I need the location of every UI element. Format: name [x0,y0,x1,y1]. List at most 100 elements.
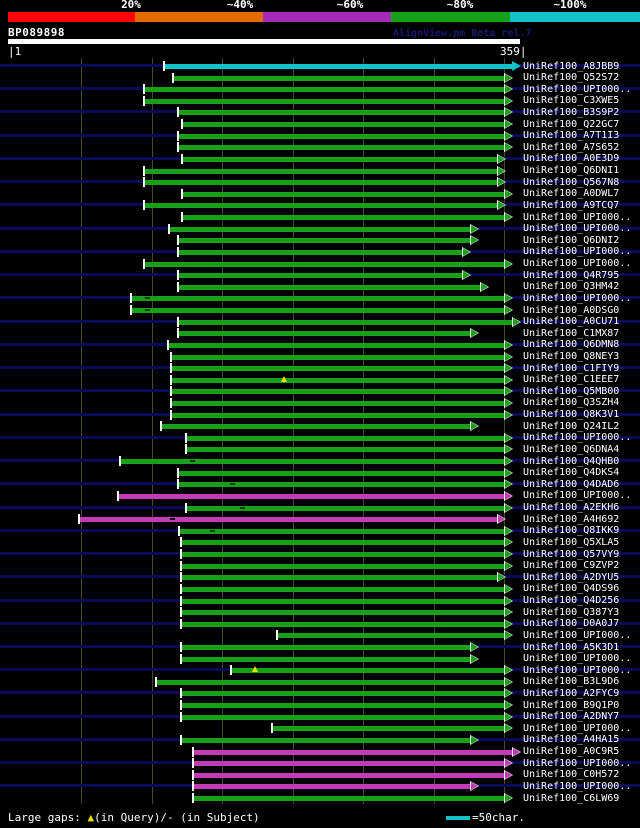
alignment-row[interactable] [0,688,640,699]
alignment-row[interactable] [0,61,640,72]
hit-label[interactable]: UniRef100_Q24IL2 [523,420,620,432]
hit-label[interactable]: UniRef100_UPI000.. [523,780,632,792]
alignment-row[interactable] [0,642,640,653]
hit-bar[interactable] [182,540,504,546]
hit-label[interactable]: UniRef100_Q4DKS4 [523,467,620,479]
alignment-row[interactable] [0,583,640,595]
hit-bar[interactable] [172,366,504,372]
hit-bar[interactable] [172,389,504,395]
hit-bar[interactable] [182,586,504,592]
hit-label[interactable]: UniRef100_Q4DS96 [523,583,620,595]
hit-label[interactable]: UniRef100_Q3SZH4 [523,397,620,409]
hit-label[interactable]: UniRef100_A2DYU5 [523,571,620,583]
hit-bar[interactable] [132,296,504,302]
hit-bar[interactable] [182,714,504,720]
alignment-row[interactable] [0,374,640,386]
hit-bar[interactable] [278,633,504,639]
hit-label[interactable]: UniRef100_Q4QHB0 [523,455,620,467]
hit-bar[interactable] [182,610,504,616]
hit-label[interactable]: UniRef100_Q22GC7 [523,118,620,130]
alignment-row[interactable] [0,746,640,758]
hit-label[interactable]: UniRef100_UPI000.. [523,211,632,223]
alignment-row[interactable] [0,409,640,421]
hit-bar[interactable] [194,796,504,802]
alignment-row[interactable] [0,479,640,490]
hit-label[interactable]: UniRef100_C3XWE5 [523,95,620,107]
hit-bar[interactable] [179,249,462,255]
hit-bar[interactable] [119,493,504,499]
alignment-row[interactable] [0,444,640,455]
hit-bar[interactable] [273,726,504,732]
alignment-row[interactable] [0,397,640,409]
hit-bar[interactable] [182,552,504,558]
alignment-row[interactable] [0,223,640,235]
hit-label[interactable]: UniRef100_C1MX87 [523,327,620,339]
hit-label[interactable]: UniRef100_UPI000.. [523,629,632,641]
hit-bar[interactable] [174,75,504,81]
alignment-row[interactable] [0,537,640,548]
hit-bar[interactable] [179,470,504,476]
hit-label[interactable]: UniRef100_Q6DNA4 [523,443,620,455]
hit-bar[interactable] [194,749,512,755]
alignment-row[interactable] [0,95,640,107]
hit-label[interactable]: UniRef100_UPI000.. [523,757,632,769]
hit-label[interactable]: UniRef100_UPI000.. [523,246,632,258]
hit-bar[interactable] [80,517,497,523]
hit-bar[interactable] [121,459,504,465]
alignment-row[interactable] [0,119,640,130]
hit-label[interactable]: UniRef100_C0H572 [523,769,620,781]
alignment-row[interactable] [0,328,640,339]
hit-bar[interactable] [157,679,504,685]
hit-label[interactable]: UniRef100_Q5MB00 [523,385,620,397]
hit-label[interactable]: UniRef100_Q5XLA5 [523,536,620,548]
alignment-row[interactable] [0,630,640,641]
hit-bar[interactable] [182,656,470,662]
hit-bar[interactable] [183,156,497,162]
hit-bar[interactable] [179,319,512,325]
alignment-row[interactable] [0,235,640,246]
hit-bar[interactable] [145,203,497,209]
hit-bar[interactable] [179,145,504,151]
alignment-row[interactable] [0,490,640,502]
hit-label[interactable]: UniRef100_A7S652 [523,141,620,153]
hit-bar[interactable] [162,424,470,430]
alignment-row[interactable] [0,607,640,618]
hit-bar[interactable] [183,191,504,197]
alignment-row[interactable] [0,653,640,665]
hit-bar[interactable] [179,331,470,337]
hit-label[interactable]: UniRef100_A2DNY7 [523,711,620,723]
hit-label[interactable]: UniRef100_Q6DNI2 [523,234,620,246]
hit-bar[interactable] [194,761,504,767]
hit-label[interactable]: UniRef100_A4HA15 [523,734,620,746]
hit-label[interactable]: UniRef100_UPI000.. [523,258,632,270]
hit-bar[interactable] [179,284,480,290]
hit-label[interactable]: UniRef100_UPI000.. [523,292,632,304]
alignment-row[interactable] [0,281,640,293]
hit-bar[interactable] [182,691,504,697]
hit-bar[interactable] [169,342,504,348]
hit-label[interactable]: UniRef100_UPI000.. [523,664,632,676]
hit-label[interactable]: UniRef100_D0A0J7 [523,618,620,630]
hit-bar[interactable] [182,645,470,650]
alignment-row[interactable] [0,618,640,630]
alignment-row[interactable] [0,502,640,514]
alignment-row[interactable] [0,734,640,746]
alignment-row[interactable] [0,270,640,281]
alignment-row[interactable] [0,700,640,711]
hit-label[interactable]: UniRef100_A2FYC9 [523,687,620,699]
hit-bar[interactable] [187,435,504,441]
hit-label[interactable]: UniRef100_Q8IKK9 [523,525,620,537]
hit-label[interactable]: UniRef100_Q57VY9 [523,548,620,560]
hit-label[interactable]: UniRef100_UPI000.. [523,432,632,444]
hit-label[interactable]: UniRef100_Q3HM42 [523,281,620,293]
hit-bar[interactable] [187,505,504,511]
alignment-row[interactable] [0,758,640,769]
hit-bar[interactable] [182,737,470,743]
hit-label[interactable]: UniRef100_Q4D256 [523,595,620,607]
alignment-row[interactable] [0,769,640,781]
hit-bar[interactable] [179,273,462,279]
hit-bar[interactable] [172,400,504,406]
hit-label[interactable]: UniRef100_A0E3D9 [523,153,620,165]
hit-label[interactable]: UniRef100_A7T1I3 [523,130,620,142]
alignment-row[interactable] [0,339,640,351]
